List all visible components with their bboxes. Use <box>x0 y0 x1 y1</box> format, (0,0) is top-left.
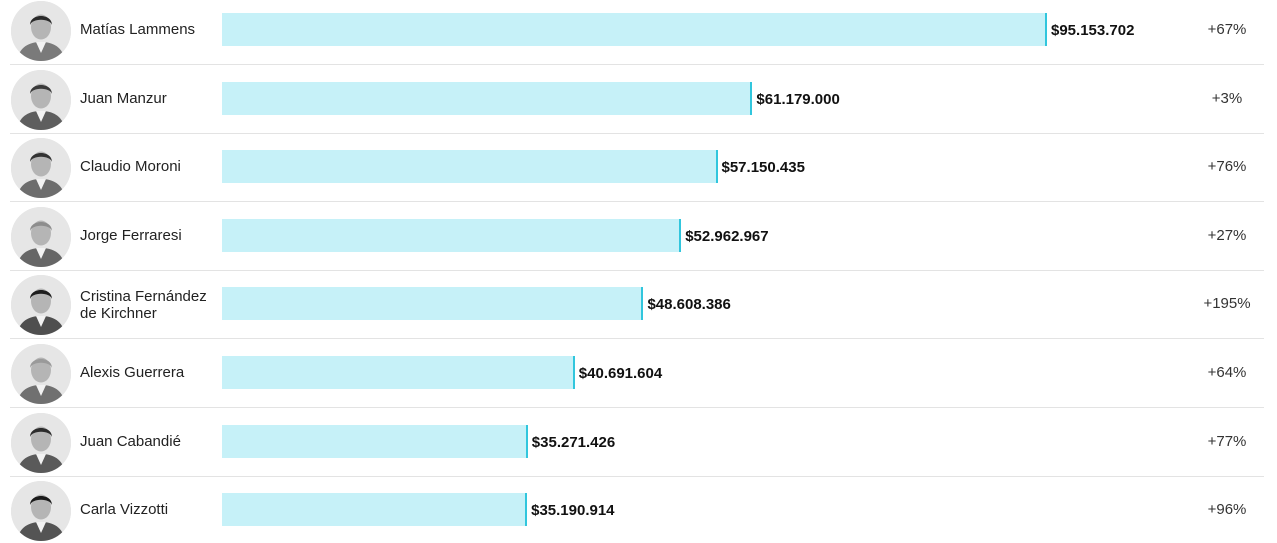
category-label: Cristina Fernández de Kirchner <box>80 288 207 323</box>
bar <box>222 287 644 321</box>
bar <box>222 150 718 184</box>
data-label: $35.271.426 <box>531 433 616 451</box>
bar <box>222 13 1047 46</box>
chart-row: Jorge Ferraresi $52.962.967 +27% <box>0 203 1264 271</box>
row-divider <box>10 64 1264 65</box>
chart-row: Juan Manzur $61.179.000 +3% <box>0 66 1264 134</box>
data-label: $95.153.702 <box>1051 22 1135 39</box>
category-label: Claudio Moroni <box>80 158 181 176</box>
change-label: +67% <box>1207 21 1247 38</box>
chart-row: Claudio Moroni $57.150.435 +76% <box>0 134 1264 203</box>
row-divider <box>10 407 1264 408</box>
avatar-photo <box>11 1 71 61</box>
category-label: Juan Manzur <box>80 89 167 107</box>
chart-row: Cristina Fernández de Kirchner $48.608.38… <box>0 271 1264 340</box>
bar <box>222 356 575 389</box>
change-label: +64% <box>1207 364 1247 381</box>
row-divider <box>10 132 1264 134</box>
chart-row: Juan Cabandié $35.271.426 +77% <box>0 409 1264 477</box>
avatar-photo <box>11 275 71 336</box>
change-label: +77% <box>1207 432 1247 450</box>
bar <box>222 81 753 115</box>
bar <box>222 493 528 527</box>
avatar-photo <box>11 481 71 542</box>
avatar-photo <box>11 344 71 404</box>
row-divider <box>10 269 1264 271</box>
data-label: $48.608.386 <box>647 296 731 314</box>
avatar-photo <box>11 412 71 473</box>
category-label: Jorge Ferraresi <box>80 226 182 244</box>
change-label: +3% <box>1211 89 1243 107</box>
data-label: $52.962.967 <box>685 227 769 245</box>
row-divider <box>10 338 1264 340</box>
change-label: +76% <box>1207 158 1247 176</box>
data-label: $35.190.914 <box>531 502 615 520</box>
category-label: Juan Cabandié <box>80 432 181 450</box>
category-label: Alexis Guerrera <box>80 364 185 381</box>
bar-end-marker <box>750 81 753 115</box>
chart-row: Carla Vizzotti $35.190.914 +96% <box>0 477 1264 543</box>
change-label: +27% <box>1207 226 1247 244</box>
chart-row: Alexis Guerrera $40.691.604 +64% <box>0 340 1264 408</box>
row-divider <box>10 475 1264 477</box>
category-label: Carla Vizzotti <box>80 501 169 519</box>
avatar-photo <box>11 206 71 267</box>
bar-end-marker <box>679 218 682 252</box>
bar <box>222 218 682 252</box>
data-label: $57.150.435 <box>721 159 805 177</box>
bar-end-marker <box>572 356 575 389</box>
row-divider <box>10 201 1264 203</box>
data-label: $40.691.604 <box>578 365 663 382</box>
avatar-photo <box>11 138 71 199</box>
change-label: +195% <box>1203 295 1251 313</box>
bar-end-marker <box>525 424 528 458</box>
chart-row: Matías Lammens $95.153.702 +67% <box>0 0 1264 65</box>
bar-end-marker <box>525 493 528 527</box>
bar-end-marker <box>641 287 644 321</box>
change-label: +96% <box>1207 501 1247 519</box>
bar-end-marker <box>715 150 718 184</box>
bar <box>222 424 528 458</box>
avatar-photo <box>11 69 71 130</box>
category-label: Matías Lammens <box>80 21 196 38</box>
bar-end-marker <box>1045 13 1047 46</box>
data-label: $61.179.000 <box>756 90 840 108</box>
